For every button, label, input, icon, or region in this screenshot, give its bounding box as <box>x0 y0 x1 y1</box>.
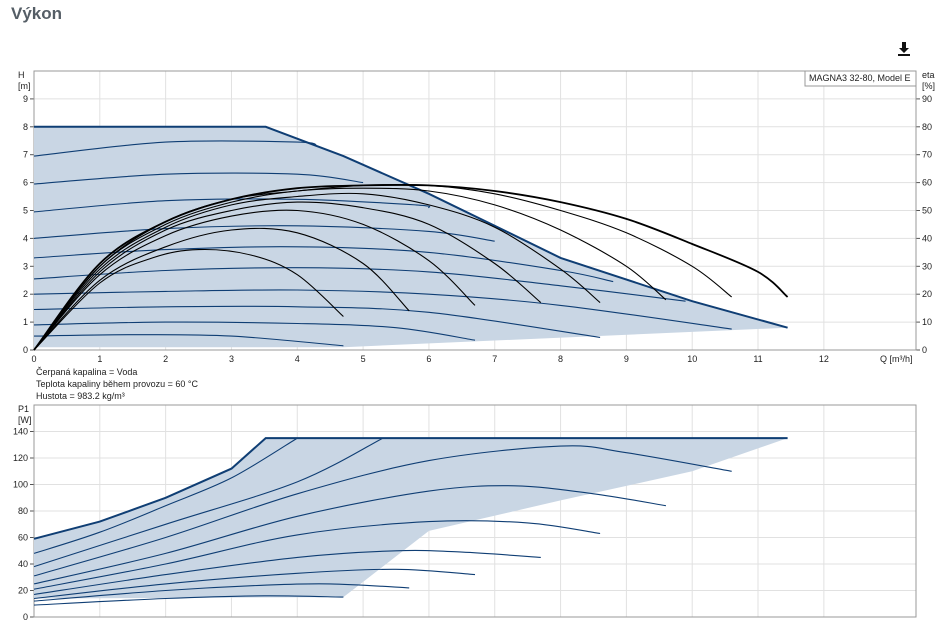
power-curve <box>33 445 732 577</box>
x-tick-label: 5 <box>361 354 366 364</box>
operating-area <box>34 126 788 348</box>
efficiency-curve <box>33 183 789 351</box>
x-tick-label: 1 <box>97 354 102 364</box>
power-curve <box>33 437 298 554</box>
efficiency-curve <box>33 192 601 351</box>
y-tick-label: 1 <box>23 317 28 327</box>
y-tick-label: 140 <box>13 427 28 437</box>
y-tick-label: 80 <box>18 506 28 516</box>
y-tick-label: 4 <box>23 233 28 243</box>
head-curve <box>33 198 431 213</box>
max-power-curve <box>33 437 788 540</box>
head-curve <box>33 140 318 157</box>
head-curve <box>33 246 614 283</box>
power-curve <box>33 568 476 600</box>
y2-axis-unit: [%] <box>922 81 935 91</box>
efficiency-curve <box>33 201 542 351</box>
page-title: Výkon <box>11 4 63 23</box>
x-tick-label: 11 <box>753 354 762 364</box>
y-tick-label: 60 <box>18 533 28 543</box>
y-tick-label: 9 <box>23 94 28 104</box>
y-tick-label: 100 <box>13 480 28 490</box>
y-tick-label: 5 <box>23 206 28 216</box>
max-head-curve <box>34 125 788 329</box>
y2-tick-label: 30 <box>922 261 932 271</box>
power-curve <box>33 583 410 602</box>
head-curve <box>33 172 364 185</box>
efficiency-curve <box>33 209 476 351</box>
power-axis-label: P1 <box>18 404 29 414</box>
efficiency-curve <box>33 248 344 351</box>
power-operating-area <box>34 438 788 599</box>
y-tick-label: 120 <box>13 453 28 463</box>
power-axis-unit: [W] <box>18 415 32 425</box>
y2-tick-label: 80 <box>922 122 932 132</box>
y2-tick-label: 60 <box>922 178 932 188</box>
head-curve <box>33 305 601 338</box>
y-tick-label: 40 <box>18 559 28 569</box>
x-tick-label: 2 <box>163 354 168 364</box>
y-tick-label: 8 <box>23 122 28 132</box>
x-tick-label: 0 <box>31 354 36 364</box>
y2-tick-label: 20 <box>922 289 932 299</box>
head-curve <box>33 267 686 302</box>
x-tick-label: 4 <box>295 354 300 364</box>
y-axis-label: H <box>18 70 25 80</box>
x-tick-label: 12 <box>819 354 829 364</box>
power-plot-frame <box>33 404 917 618</box>
x-tick-label: 6 <box>426 354 431 364</box>
fluid-info-line: Čerpaná kapalina = Voda <box>36 367 138 377</box>
head-curve <box>33 321 476 341</box>
y-tick-label: 0 <box>23 345 28 355</box>
x-tick-label: 10 <box>687 354 697 364</box>
efficiency-curve <box>33 227 410 351</box>
y2-axis-label: eta <box>922 70 935 80</box>
power-curve <box>33 549 541 596</box>
head-curve <box>33 334 344 347</box>
download-icon[interactable] <box>896 41 912 57</box>
model-label: MAGNA3 32-80, Model E <box>809 73 911 83</box>
y-tick-label: 20 <box>18 586 28 596</box>
x-tick-label: 7 <box>492 354 497 364</box>
y-tick-label: 7 <box>23 150 28 160</box>
x-tick-label: 3 <box>229 354 234 364</box>
model-label-box <box>804 70 917 87</box>
x-tick-label: 8 <box>558 354 563 364</box>
y2-tick-label: 10 <box>922 317 932 327</box>
y2-tick-label: 40 <box>922 233 932 243</box>
y2-tick-label: 50 <box>922 206 932 216</box>
x-axis-label: Q [m³/h] <box>880 354 913 364</box>
y-tick-label: 3 <box>23 261 28 271</box>
y-tick-label: 2 <box>23 289 28 299</box>
power-curve <box>33 437 384 568</box>
fluid-info-line: Teplota kapaliny během provozu = 60 °C <box>36 379 198 389</box>
y2-tick-label: 70 <box>922 150 932 160</box>
head-curve <box>33 225 495 242</box>
x-tick-label: 9 <box>624 354 629 364</box>
power-curve <box>33 485 666 585</box>
y2-tick-label: 90 <box>922 94 932 104</box>
y-axis-unit: [m] <box>18 81 31 91</box>
y-tick-label: 0 <box>23 612 28 622</box>
y2-tick-label: 0 <box>922 345 927 355</box>
head-curve <box>33 289 732 330</box>
power-curve <box>33 595 344 606</box>
efficiency-curve <box>33 187 667 351</box>
fluid-info-line: Hustota = 983.2 kg/m³ <box>36 391 125 401</box>
power-curve <box>33 520 601 590</box>
y-tick-label: 6 <box>23 178 28 188</box>
